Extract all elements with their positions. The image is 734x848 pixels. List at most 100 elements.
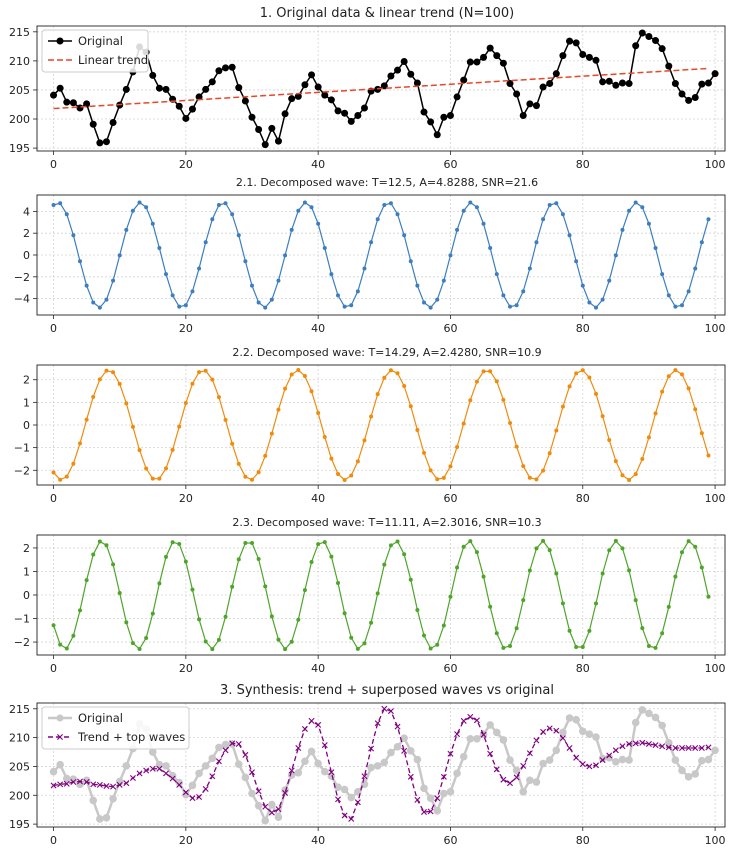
wave-point <box>124 620 129 625</box>
synthesis-fit-point <box>189 795 196 802</box>
wave-point <box>461 421 466 426</box>
original-point <box>255 125 263 133</box>
wave-point <box>309 389 314 394</box>
y-tick-label: 1 <box>23 565 30 578</box>
wave-point <box>474 550 479 555</box>
synthesis-fit-point <box>407 773 414 780</box>
synthesis-fit-point <box>268 809 275 816</box>
wave-point <box>541 217 546 222</box>
wave-point <box>408 259 413 264</box>
panel-5: 0 20 40 60 80 100 195 200 205 210 215 Original Trend… <box>9 702 726 847</box>
synthesis-fit-point <box>348 815 355 822</box>
wave-point <box>177 541 182 546</box>
wave-point <box>455 227 460 232</box>
synthesis-original-point <box>545 756 554 764</box>
wave-point <box>587 300 592 305</box>
original-point <box>446 112 454 120</box>
original-point <box>704 79 712 87</box>
original-point <box>546 80 554 88</box>
synthesis-fit-point <box>63 780 70 787</box>
synthesis-fit-point <box>473 717 480 724</box>
synthesis-fit-point <box>460 717 467 724</box>
wave-point <box>84 283 89 288</box>
synthesis-fit-point <box>626 740 633 747</box>
wave-point <box>97 305 102 310</box>
y-tick-label: 215 <box>9 703 30 716</box>
original-point <box>566 37 574 45</box>
wave-point <box>666 604 671 609</box>
x-tick-label: 60 <box>443 834 457 847</box>
synthesis-original-point <box>109 794 117 803</box>
wave-point <box>177 304 182 309</box>
wave-point <box>362 641 367 646</box>
wave-point <box>633 200 638 205</box>
original-point <box>625 80 633 88</box>
synthesis-original-point <box>69 775 78 783</box>
x-tick-label: 20 <box>179 492 193 505</box>
x-tick-label: 0 <box>50 662 57 675</box>
wave-point <box>547 203 552 208</box>
wave-point <box>521 598 526 603</box>
wave-point <box>613 459 618 464</box>
original-point <box>347 117 355 125</box>
wave-point <box>170 447 175 452</box>
wave-point <box>71 633 76 638</box>
wave-point <box>560 212 565 217</box>
legend-swatch-marker <box>57 734 63 740</box>
wave-point <box>494 379 499 384</box>
original-point <box>559 52 567 60</box>
synthesis-original-point <box>565 714 574 722</box>
x-tick-label: 0 <box>50 834 57 847</box>
wave-point <box>130 208 135 213</box>
original-point <box>526 100 534 108</box>
plot-frame <box>36 702 726 828</box>
original-point <box>83 100 91 108</box>
synthesis-fit-point <box>500 776 507 783</box>
original-point <box>195 93 203 101</box>
wave-point <box>494 272 499 277</box>
wave-point <box>197 370 202 375</box>
wave-point <box>402 552 407 557</box>
wave-point <box>236 233 241 238</box>
x-tick-label: 80 <box>576 158 590 171</box>
wave-point <box>104 297 109 302</box>
legend: Original Trend + top waves <box>41 706 190 750</box>
wave-point <box>560 404 565 409</box>
original-point <box>268 124 276 132</box>
wave-point <box>230 212 235 217</box>
synthesis-fit-point <box>632 740 639 747</box>
wave-point <box>594 601 598 606</box>
wave-point <box>223 201 228 206</box>
wave-point <box>468 398 473 403</box>
wave-point <box>395 539 400 544</box>
synthesis-original-point <box>539 759 547 768</box>
wave-point <box>435 297 440 302</box>
wave-point <box>111 370 116 375</box>
wave-point <box>296 368 301 373</box>
synthesis-original-point <box>605 753 614 762</box>
wave-point <box>699 565 704 570</box>
synthesis-original-point <box>49 767 58 776</box>
x-tick-label: 20 <box>179 834 193 847</box>
wave-point <box>534 240 539 245</box>
original-point <box>632 42 640 50</box>
wave-point <box>494 631 499 636</box>
original-point <box>612 81 620 89</box>
wave-point <box>58 477 63 482</box>
wave-point <box>600 571 605 576</box>
synthesis-original-point <box>274 813 283 821</box>
wave-point <box>448 253 453 258</box>
wave-point <box>508 421 512 426</box>
synthesis-fit-point <box>354 799 361 806</box>
synthesis-fit-point <box>414 796 421 803</box>
original-point <box>499 59 507 67</box>
wave-point <box>481 574 486 579</box>
synthesis-original-point <box>380 758 389 767</box>
y-tick-label: 0 <box>23 249 30 262</box>
wave-point <box>256 557 261 562</box>
wave-point <box>534 477 539 482</box>
synthesis-original-point <box>559 728 567 737</box>
original-point <box>711 70 719 78</box>
original-point <box>440 113 448 121</box>
synthesis-fit-point <box>421 809 427 815</box>
